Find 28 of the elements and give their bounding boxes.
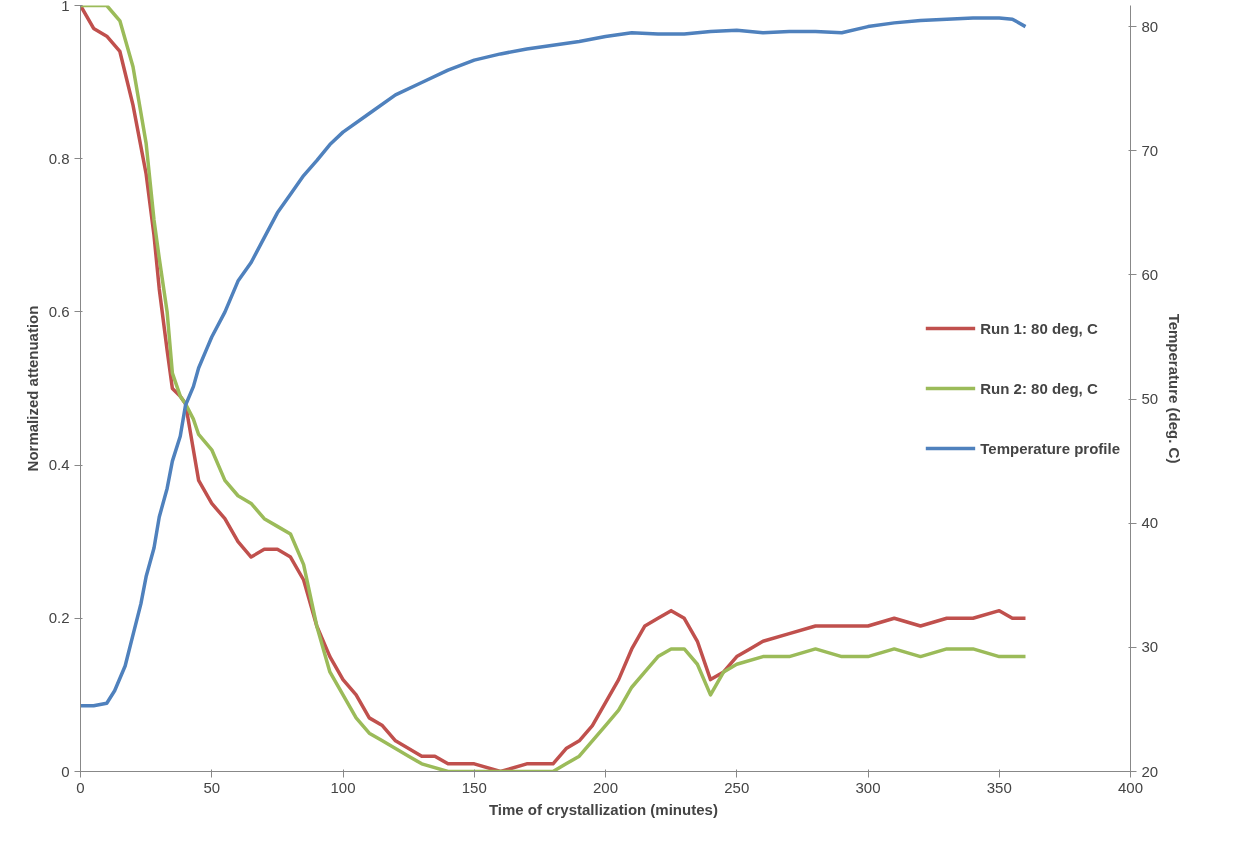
y-tick-label: 0.4 bbox=[48, 456, 70, 474]
y-axis-title: Normalized attenuation bbox=[23, 305, 41, 472]
y2-tick-label: 20 bbox=[1141, 762, 1159, 780]
y2-tick-label: 80 bbox=[1141, 17, 1159, 35]
y-tick-label: 0.8 bbox=[48, 149, 70, 167]
y2-tick-label: 70 bbox=[1141, 141, 1159, 159]
x-axis-title: Time of crystallization (minutes) bbox=[488, 800, 718, 818]
legend-label: Run 1: 80 deg, C bbox=[980, 319, 1098, 337]
x-tick-label: 200 bbox=[592, 778, 619, 796]
y2-tick-label: 40 bbox=[1141, 514, 1159, 532]
x-tick-label: 400 bbox=[1117, 778, 1144, 796]
y-tick-label: 0.2 bbox=[48, 609, 70, 627]
x-tick-label: 50 bbox=[203, 778, 221, 796]
x-tick-label: 350 bbox=[986, 778, 1012, 796]
x-tick-label: 100 bbox=[330, 778, 356, 796]
y2-axis-title: Temperature (deg. C) bbox=[1166, 313, 1184, 464]
legend-label: Temperature profile bbox=[980, 439, 1120, 457]
y2-tick-label: 30 bbox=[1141, 638, 1159, 656]
y2-tick-label: 60 bbox=[1141, 265, 1159, 283]
x-tick-label: 150 bbox=[461, 778, 487, 796]
x-tick-label: 300 bbox=[855, 778, 881, 796]
y-tick-label: 0.6 bbox=[48, 302, 70, 320]
y-tick-label: 0 bbox=[61, 762, 70, 780]
x-tick-label: 0 bbox=[76, 778, 85, 796]
y2-tick-label: 50 bbox=[1141, 390, 1159, 408]
x-tick-label: 250 bbox=[724, 778, 750, 796]
y-tick-label: 1 bbox=[61, 0, 70, 14]
legend-label: Run 2: 80 deg, C bbox=[980, 379, 1098, 397]
